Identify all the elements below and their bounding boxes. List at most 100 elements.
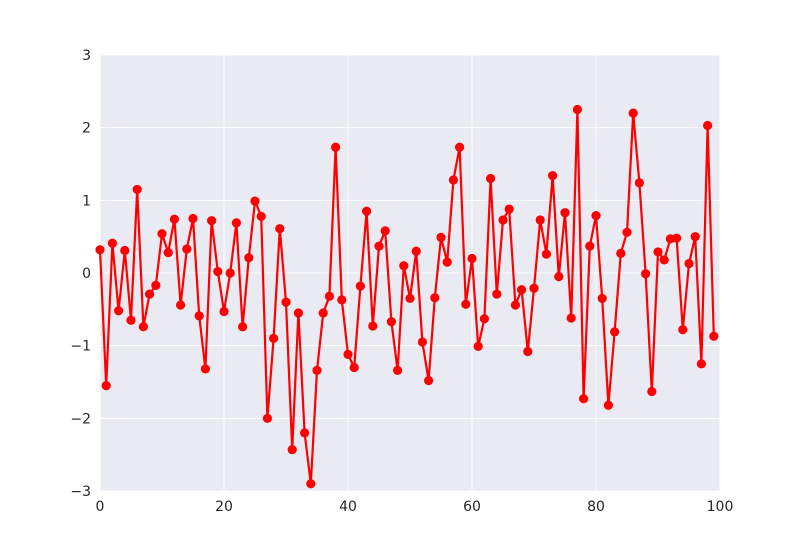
series-layer [95,104,719,489]
data-point [269,333,279,343]
x-tick-label: 100 [707,499,734,515]
data-point [343,349,353,359]
data-point [473,341,483,351]
data-point [250,196,260,206]
data-point [132,184,142,195]
data-point [312,365,322,375]
data-point [566,313,576,323]
data-point [231,218,241,228]
data-point [560,208,570,218]
y-tick-label: 3 [82,48,91,64]
data-point [306,479,316,489]
data-point [151,280,161,290]
data-point [176,300,186,310]
data-point [318,308,328,318]
data-point [709,331,719,341]
data-point [417,337,427,347]
x-axis: 0 20 40 60 80 100 [96,499,734,515]
data-point [461,299,471,309]
data-point [324,291,334,301]
data-point [498,215,508,225]
data-point [430,293,440,303]
y-tick-label: −1 [70,339,91,355]
data-point [603,400,614,410]
data-point [411,246,421,256]
data-point [479,314,489,324]
x-tick-label: 80 [587,499,605,515]
x-tick-label: 20 [215,499,233,515]
y-tick-label: −2 [70,411,91,427]
data-point [399,261,409,271]
data-point [535,215,545,225]
data-point [672,233,682,243]
data-point [597,293,607,304]
data-point [541,249,552,259]
data-point [393,365,403,375]
x-tick-label: 60 [463,499,481,515]
data-point [331,142,341,152]
data-point [703,120,713,131]
y-tick-label: 2 [82,121,91,137]
data-point [424,375,434,386]
data-point [610,327,620,337]
data-point [355,281,365,291]
data-point [163,248,173,258]
data-point [436,232,446,242]
data-point [684,258,694,269]
data-point [337,295,347,305]
data-point [238,322,248,332]
data-point [678,325,688,335]
data-point [374,241,384,251]
data-point [145,289,155,299]
data-point [194,311,204,321]
data-point [380,226,390,236]
data-point [101,381,111,391]
data-point [523,346,533,357]
data-point [504,204,514,214]
data-point [225,268,235,278]
data-point [448,175,458,185]
x-tick-label: 0 [96,499,105,515]
data-point [213,266,223,277]
data-point [696,359,707,369]
data-point [492,289,502,299]
data-point [300,428,310,438]
data-point [653,247,663,257]
data-point [126,315,136,325]
data-point [386,317,396,327]
data-point [169,214,179,224]
data-point [585,241,595,251]
data-point [207,216,217,226]
data-point [486,173,496,184]
series-line [98,108,715,485]
data-point [107,238,117,248]
data-point [579,394,589,404]
data-point [275,224,285,234]
y-tick-label: 0 [82,266,91,282]
data-point [529,283,539,293]
y-axis: −3 −2 −1 0 1 2 3 [70,48,91,500]
data-point [95,245,105,255]
data-point [467,253,477,264]
data-point [405,293,415,304]
data-point [634,178,645,188]
data-point [510,300,520,310]
data-point [219,306,229,317]
data-point [157,229,167,239]
data-point [262,413,272,423]
data-point [659,255,669,265]
data-point [616,248,626,258]
data-point [455,142,465,152]
data-point [120,245,130,256]
data-point [244,253,254,263]
data-point [281,297,291,307]
data-point [182,244,192,254]
y-tick-label: 1 [82,193,91,209]
data-point [349,362,359,373]
data-point [647,386,657,397]
data-point [442,257,452,267]
data-point [622,227,632,237]
data-point [690,232,700,242]
data-point [287,444,297,455]
